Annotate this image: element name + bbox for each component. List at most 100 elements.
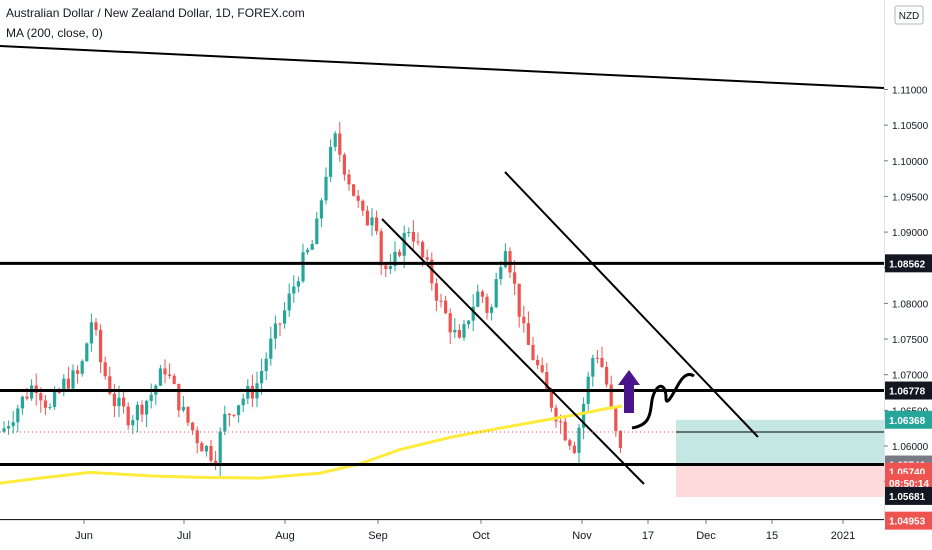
- candle: [135, 401, 139, 433]
- candle: [223, 405, 227, 435]
- candle: [48, 403, 52, 410]
- time-tick-label: Dec: [696, 530, 716, 542]
- time-tick-label: Nov: [572, 530, 592, 542]
- candle: [66, 366, 70, 392]
- indicator-legend: MA (200, close, 0): [6, 26, 103, 40]
- candle: [444, 295, 448, 315]
- channel-upper-line: [504, 171, 759, 438]
- candle: [186, 406, 190, 427]
- target-zone: [676, 419, 884, 465]
- price-tag-label: 08:50:14: [889, 479, 929, 490]
- candle: [287, 283, 291, 317]
- price-tag-label: 1.05740: [889, 468, 926, 479]
- price-tick-label: 1.08000: [892, 299, 929, 310]
- candle: [278, 322, 282, 337]
- candle: [439, 293, 443, 308]
- price-axis[interactable]: 1.055001.060001.065001.070001.075001.080…: [884, 0, 932, 550]
- candle: [209, 439, 213, 467]
- price-tick-label: 1.11000: [892, 86, 928, 97]
- price-tag-label: 1.06778: [889, 387, 926, 398]
- candle: [476, 284, 480, 308]
- stop-zone: [676, 464, 884, 497]
- candle: [605, 361, 609, 388]
- candle: [531, 337, 535, 361]
- candle: [609, 375, 613, 410]
- price-tick-label: 1.07500: [892, 335, 929, 346]
- price-tick-label: 1.10000: [892, 157, 929, 168]
- candle: [71, 364, 75, 392]
- candle: [356, 189, 360, 208]
- candle: [89, 313, 93, 352]
- candle: [16, 404, 20, 433]
- candle: [62, 374, 66, 397]
- price-tick-label: 1.10500: [892, 121, 929, 132]
- time-tick-label: Oct: [472, 530, 489, 542]
- candle: [214, 450, 218, 470]
- candle: [329, 139, 333, 182]
- candle: [563, 417, 567, 442]
- time-tick-label: 2021: [831, 530, 855, 542]
- candle: [342, 152, 346, 181]
- candle: [462, 319, 466, 341]
- candle: [237, 404, 241, 423]
- candle: [306, 247, 310, 255]
- candle: [494, 272, 498, 309]
- time-tick-label: 17: [642, 530, 654, 542]
- candle: [310, 239, 314, 251]
- candle: [485, 293, 489, 320]
- up-arrow-annotation: [618, 370, 640, 413]
- candle: [204, 444, 208, 457]
- price-tag: 1.06368: [885, 410, 932, 429]
- candle: [365, 205, 369, 226]
- time-tick-label: Aug: [275, 530, 295, 542]
- candle: [554, 404, 558, 428]
- candle: [241, 393, 245, 413]
- long-term-trendline: [0, 45, 885, 89]
- time-axis[interactable]: Jun Jul Aug Sep Oct Nov 17 Dec 15 2021: [0, 520, 884, 550]
- price-tag-label: 1.06368: [889, 416, 926, 427]
- candle: [296, 276, 300, 293]
- candle: [163, 359, 167, 384]
- candle: [407, 227, 411, 238]
- candle: [577, 423, 581, 464]
- candle: [324, 167, 328, 205]
- candle: [595, 349, 599, 364]
- candle: [149, 383, 153, 409]
- candle: [434, 278, 438, 312]
- channel-lower-line: [381, 218, 645, 485]
- candle: [232, 414, 236, 418]
- candle: [425, 249, 429, 264]
- price-tag: 1.05681: [885, 486, 932, 505]
- candle: [195, 426, 199, 454]
- price-tag: 1.08562: [885, 254, 932, 273]
- candle: [526, 311, 530, 346]
- candle: [416, 232, 420, 246]
- candle: [333, 131, 337, 152]
- candle: [347, 169, 351, 191]
- candle: [370, 208, 374, 237]
- candle: [536, 355, 540, 370]
- candle: [384, 262, 388, 278]
- candle: [218, 427, 222, 477]
- candle: [480, 289, 484, 303]
- candle: [99, 324, 103, 373]
- candle: [80, 359, 84, 377]
- candlesticks: [2, 121, 622, 477]
- candle: [172, 373, 176, 385]
- time-tick-label: 15: [766, 530, 778, 542]
- candle: [411, 220, 415, 250]
- candle: [398, 249, 402, 258]
- candle: [517, 283, 521, 328]
- candle: [402, 225, 406, 269]
- candle: [457, 324, 461, 339]
- candle: [614, 405, 618, 437]
- currency-badge[interactable]: NZD: [894, 5, 924, 25]
- candle: [582, 397, 586, 440]
- price-tag: 1.04953: [885, 511, 932, 530]
- price-tick-label: 1.09000: [892, 228, 929, 239]
- price-tick-label: 1.06000: [892, 442, 929, 453]
- candle: [513, 260, 517, 295]
- time-tick-label: Sep: [368, 530, 388, 542]
- candle: [191, 421, 195, 435]
